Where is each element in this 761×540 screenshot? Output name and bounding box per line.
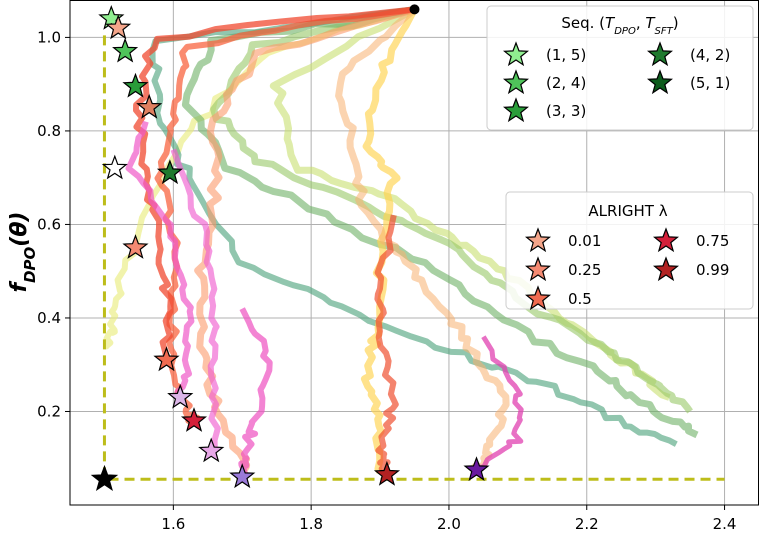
legend-entry-label: 0.99 xyxy=(696,261,729,279)
series-line xyxy=(210,5,693,414)
x-tick-label: 2.2 xyxy=(575,515,599,533)
legend-star-icon xyxy=(524,256,552,282)
endpoint-star-marker xyxy=(101,154,128,180)
legend-star-icon xyxy=(524,227,552,253)
legend-entry-label: (2, 4) xyxy=(546,74,586,92)
legend-alright-title: ALRIGHT λ xyxy=(588,202,667,220)
legend-seq: Seq. (TDPO, TSFT) (1, 5) (2, 4) (3, 3) (4, … xyxy=(486,5,754,131)
series-line xyxy=(194,6,416,479)
legend-star-icon xyxy=(652,227,680,253)
legend-star-icon xyxy=(502,69,530,95)
ylabel-sub: DPO xyxy=(21,246,39,282)
y-tick-label: 0.2 xyxy=(37,402,61,420)
legend-alright-frame xyxy=(505,191,754,310)
legend-entry-label: 0.75 xyxy=(696,232,729,250)
legend-entry-label: (1, 5) xyxy=(546,46,586,64)
y-tick-label: 1.0 xyxy=(37,28,61,46)
axis-ticks: 1.6 1.8 2.0 2.2 2.4 0.2 0.4 0.6 0.8 1.0 xyxy=(37,28,736,533)
legend-entry-label: (4, 2) xyxy=(690,46,730,64)
x-tick-label: 1.6 xyxy=(161,515,185,533)
ideal-box xyxy=(90,4,725,491)
endpoint-star-marker xyxy=(122,234,149,259)
legend-entry-label: 0.25 xyxy=(568,261,601,279)
series-line xyxy=(374,214,399,475)
series-line xyxy=(125,120,195,399)
legend-alright: ALRIGHT λ 0.01 0.25 0.5 0.75 0.99 xyxy=(505,191,754,311)
legend-entry-label: (3, 3) xyxy=(546,102,586,120)
series-line xyxy=(476,335,524,471)
y-tick-label: 0.6 xyxy=(37,215,61,233)
series-line xyxy=(149,6,678,447)
legend-alright-entries: 0.01 0.25 0.5 0.75 0.99 xyxy=(524,227,729,311)
legend-entry-label: 0.01 xyxy=(568,232,601,250)
legend-star-icon xyxy=(524,285,552,311)
series-line xyxy=(238,307,273,480)
x-tick-label: 1.8 xyxy=(299,515,323,533)
y-tick-label: 0.4 xyxy=(37,309,61,327)
start-point xyxy=(409,4,420,15)
ylabel-arg: (θ) xyxy=(7,211,32,246)
endpoint-star-marker xyxy=(229,463,256,489)
legend-seq-title: Seq. (TDPO, TSFT) xyxy=(561,14,678,37)
endpoint-star-marker xyxy=(180,407,208,432)
endpoint-star-marker xyxy=(153,346,180,372)
endpoint-star-marker xyxy=(198,437,225,463)
endpoint-star-marker xyxy=(373,460,401,486)
endpoint-star-marker xyxy=(105,14,132,40)
series-line xyxy=(335,6,510,471)
legend-seq-frame xyxy=(486,5,754,131)
markers-group xyxy=(98,4,490,489)
endpoint-star-marker xyxy=(112,37,139,63)
legend-star-icon xyxy=(646,41,674,67)
ideal-point-star xyxy=(90,464,119,491)
legend-entry-label: 0.5 xyxy=(568,290,592,308)
endpoint-star-marker xyxy=(122,72,149,98)
ylabel-f: f xyxy=(7,281,32,293)
ideal-dashed-line xyxy=(102,35,725,481)
legend-star-icon xyxy=(652,256,680,282)
legend-seq-entries: (1, 5) (2, 4) (3, 3) (4, 2) (5, 1) xyxy=(502,41,730,123)
legend-star-icon xyxy=(646,69,674,95)
x-tick-label: 2.0 xyxy=(437,515,461,533)
endpoint-star-marker xyxy=(463,456,490,481)
y-tick-label: 0.8 xyxy=(37,122,61,140)
endpoint-star-marker xyxy=(156,159,183,185)
legend-star-icon xyxy=(502,97,530,123)
legend-entry-label: (5, 1) xyxy=(690,74,730,92)
endpoint-star-marker xyxy=(167,383,194,409)
series-line xyxy=(133,6,415,361)
legend-star-icon xyxy=(502,41,530,67)
y-axis-label: fDPO(θ) xyxy=(7,211,39,292)
x-tick-label: 2.4 xyxy=(713,515,737,533)
plot-frame xyxy=(69,0,759,506)
series-line xyxy=(170,148,221,449)
endpoint-star-marker xyxy=(136,93,163,119)
